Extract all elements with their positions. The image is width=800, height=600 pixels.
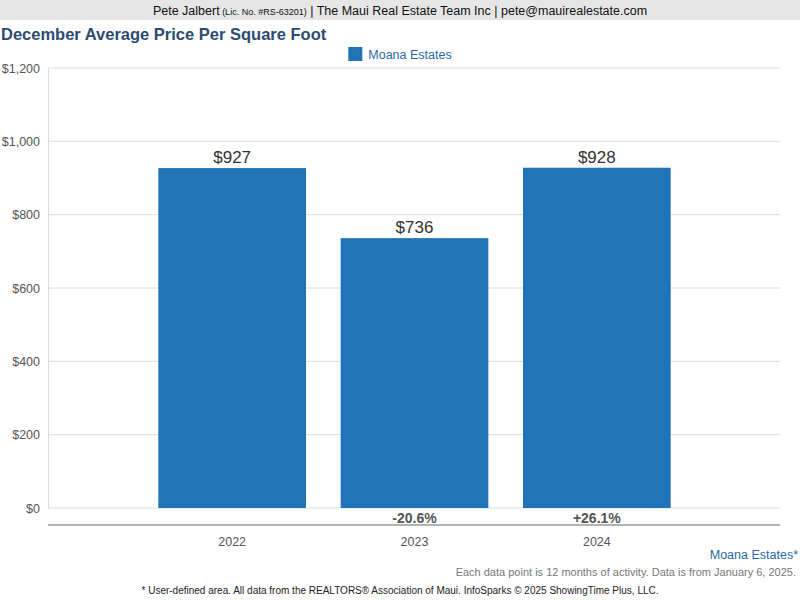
y-tick-label: $1,000 xyxy=(2,135,40,149)
source: Moana Estates* xyxy=(710,548,798,562)
y-tick: $1,200 xyxy=(2,62,48,76)
header-band xyxy=(0,0,800,20)
x-tick: 2022 xyxy=(218,525,246,549)
y-tick-label: $800 xyxy=(12,208,40,222)
annotations: -20.6% +26.1% xyxy=(392,510,621,526)
note: Each data point is 12 months of activity… xyxy=(456,566,796,578)
x-tick: 2024 xyxy=(583,525,611,549)
y-tick: $1,000 xyxy=(2,135,48,149)
x-tick-label: 2023 xyxy=(401,535,429,549)
x-tick: 2023 xyxy=(401,525,429,549)
legend-swatch xyxy=(348,47,362,61)
legend: Moana Estates xyxy=(348,47,451,62)
header-part: Pete Jalbert xyxy=(153,4,220,18)
y-axis-line xyxy=(48,69,49,509)
y-tick-label: $1,200 xyxy=(2,62,40,76)
x-tick-label: 2024 xyxy=(583,535,611,549)
note: * User-defined area. All data from the R… xyxy=(141,585,658,596)
chart: Pete Jalbert (Lic. No. #RS-63201) | The … xyxy=(0,0,800,600)
change-label: +26.1% xyxy=(573,510,621,526)
bar xyxy=(158,168,306,508)
y-tick-label: $600 xyxy=(12,282,40,296)
legend-label: Moana Estates xyxy=(368,48,451,62)
y-tick: $400 xyxy=(12,355,48,369)
y-axis: $0 $200 $400 $600 $800 $1,000 $1,200 xyxy=(2,62,49,516)
legend-item: Moana Estates xyxy=(348,47,451,62)
header-part: (Lic. No. #RS-63201) xyxy=(220,7,307,17)
bar xyxy=(341,238,489,508)
data-labels: $927 $736 $928 xyxy=(213,148,615,237)
x-axis: 2022 2023 2024 xyxy=(218,525,611,549)
data-label: $928 xyxy=(578,148,616,167)
data-label: $736 xyxy=(396,218,434,237)
x-tick-label: 2022 xyxy=(218,535,246,549)
y-tick: $0 xyxy=(26,502,48,516)
y-tick: $600 xyxy=(12,282,48,296)
y-tick: $800 xyxy=(12,208,48,222)
title: December Average Price Per Square Foot xyxy=(1,25,327,43)
change-label: -20.6% xyxy=(392,510,437,526)
header-part: | The Maui Real Estate Team Inc | pete@m… xyxy=(307,4,647,18)
y-tick-label: $200 xyxy=(12,428,40,442)
y-tick: $200 xyxy=(12,428,48,442)
header: Pete Jalbert (Lic. No. #RS-63201) | The … xyxy=(153,4,647,18)
grid xyxy=(48,68,780,508)
y-tick-label: $0 xyxy=(26,502,40,516)
bar xyxy=(523,168,671,508)
grid-line xyxy=(48,141,780,142)
data-label: $927 xyxy=(213,148,251,167)
bars xyxy=(158,168,670,508)
grid-line xyxy=(48,68,780,69)
y-tick-label: $400 xyxy=(12,355,40,369)
